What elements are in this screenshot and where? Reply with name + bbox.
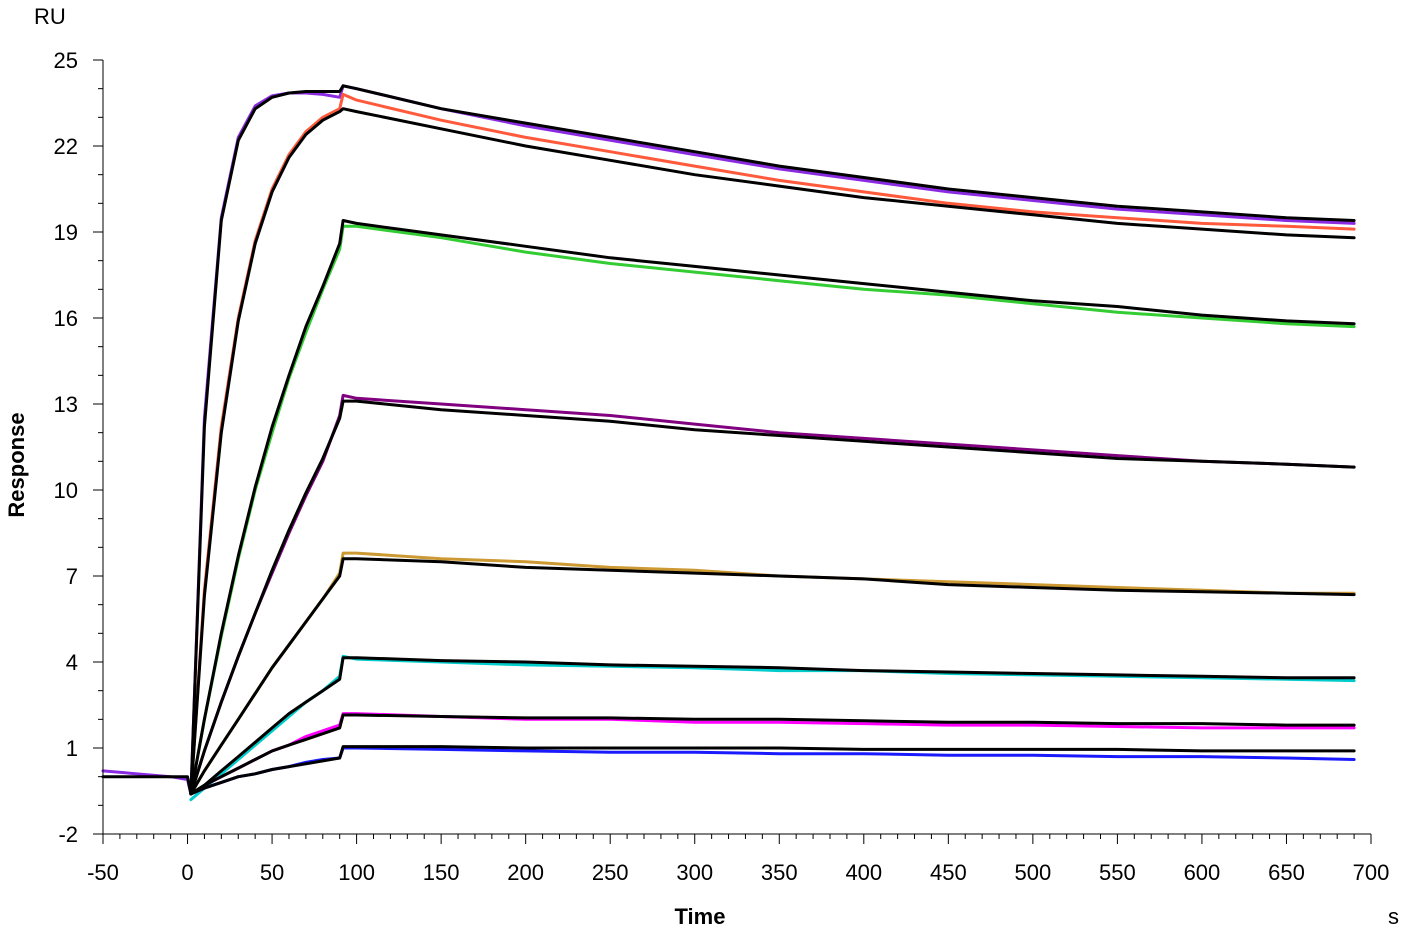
- fit-curve: [189, 219, 1356, 796]
- y-tick-label: 1: [66, 736, 78, 761]
- x-tick-label: 350: [761, 860, 798, 885]
- x-tick-label: 100: [338, 860, 375, 885]
- fit-curve: [189, 399, 1356, 796]
- axes: [102, 60, 1371, 835]
- x-tick-label: 550: [1099, 860, 1136, 885]
- x-tick-label: 50: [260, 860, 284, 885]
- y-tick-label: -2: [58, 822, 78, 847]
- y-tick-label: 7: [66, 564, 78, 589]
- y-tick-label: 4: [66, 650, 78, 675]
- y-tick-label: 25: [54, 48, 78, 73]
- plot-lines: [101, 84, 1356, 802]
- x-tick-label: 300: [676, 860, 713, 885]
- x-tick-label: 400: [845, 860, 882, 885]
- response-curve: [189, 393, 1356, 796]
- fit-curve: [189, 745, 1356, 796]
- x-tick-label: 200: [507, 860, 544, 885]
- x-axis-title: Time: [675, 904, 726, 929]
- y-tick-label: 19: [54, 220, 78, 245]
- y-tick-label: 16: [54, 306, 78, 331]
- x-tick-label: -50: [87, 860, 119, 885]
- x-tick-label: 250: [592, 860, 629, 885]
- x-unit-label: s: [1388, 904, 1399, 929]
- fit-curve: [189, 713, 1356, 796]
- x-tick-label: 600: [1184, 860, 1221, 885]
- y-axis-title: Response: [4, 412, 29, 517]
- response-curve: [189, 746, 1356, 796]
- x-ticks: -50 0 50 100 150 200 250 300 350 400 450 500 550 600 6…: [87, 834, 1389, 885]
- fit-curve: [189, 107, 1356, 796]
- x-tick-label: 450: [930, 860, 967, 885]
- x-tick-label: 700: [1353, 860, 1390, 885]
- x-tick-label: 650: [1268, 860, 1305, 885]
- fit-curve: [189, 656, 1356, 796]
- y-ticks: -2 1 4 7 10 13 16 19 22 25: [54, 48, 103, 847]
- y-tick-label: 13: [54, 392, 78, 417]
- y-tick-label: 10: [54, 478, 78, 503]
- x-tick-label: 500: [1015, 860, 1052, 885]
- x-tick-label: 150: [423, 860, 460, 885]
- response-curve: [101, 84, 1356, 796]
- y-tick-label: 22: [54, 134, 78, 159]
- fit-curve: [101, 84, 1356, 796]
- x-tick-label: 0: [181, 860, 193, 885]
- y-unit-label: RU: [34, 4, 66, 29]
- fit-curve: [189, 557, 1356, 796]
- response-curve: [189, 92, 1356, 796]
